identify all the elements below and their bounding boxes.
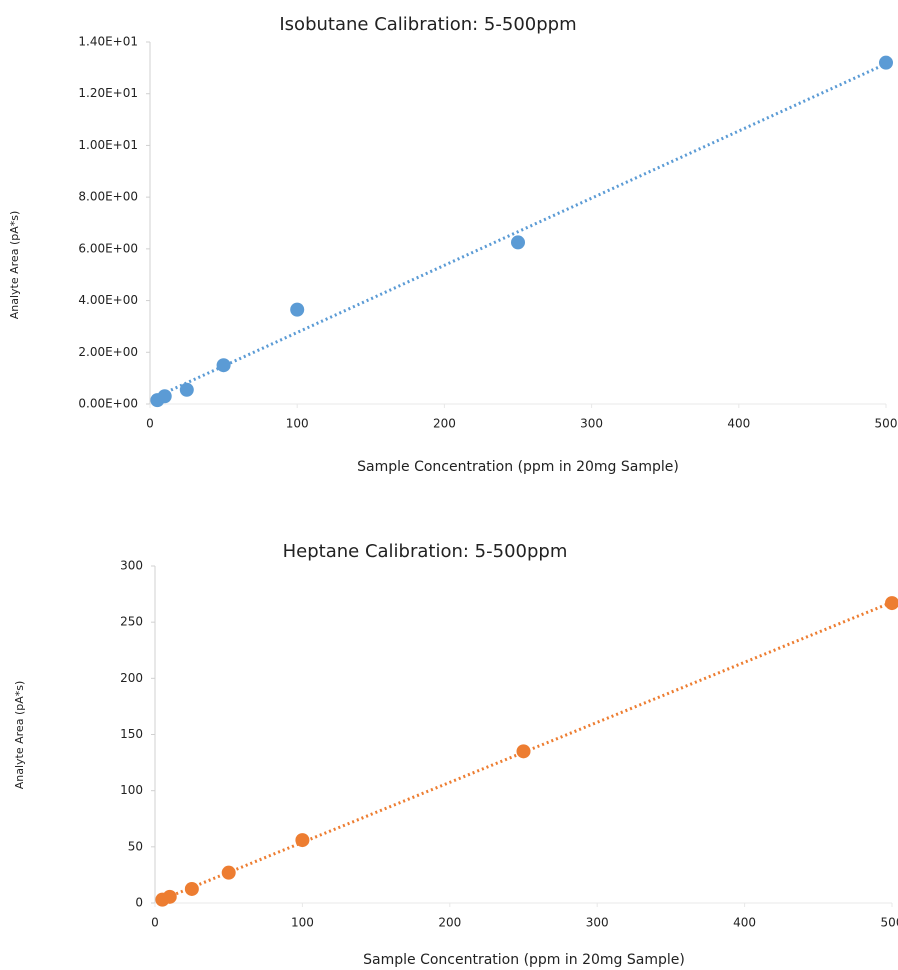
chart-title: Heptane Calibration: 5-500ppm: [283, 541, 568, 562]
x-tick-label: 400: [727, 417, 750, 431]
x-tick-label: 0: [146, 417, 154, 431]
x-tick-label: 100: [286, 417, 309, 431]
x-tick-label: 100: [291, 916, 314, 930]
chart-title: Isobutane Calibration: 5-500ppm: [279, 14, 576, 35]
point: [511, 235, 525, 250]
x-tick-label: 300: [586, 916, 609, 930]
y-tick-label: 1.00E+01: [78, 138, 138, 152]
point: [184, 881, 199, 896]
y-tick-label: 4.00E+00: [78, 293, 138, 307]
trendline: [161, 600, 893, 901]
y-tick-label: 100: [120, 783, 143, 797]
y-tick-label: 0: [135, 896, 143, 910]
y-axis-title: Analyte Area (pA*s): [8, 211, 21, 320]
point: [221, 865, 236, 880]
x-tick-label: 400: [733, 916, 756, 930]
point: [157, 389, 172, 404]
point: [885, 596, 898, 611]
x-axis-title: Sample Concentration (ppm in 20mg Sample…: [363, 952, 685, 968]
y-tick-label: 8.00E+00: [78, 190, 138, 204]
y-tick-label: 300: [120, 559, 143, 573]
x-tick-label: 500: [875, 417, 898, 431]
point: [216, 358, 231, 373]
y-tick-label: 200: [120, 671, 143, 685]
y-tick-label: 6.00E+00: [78, 241, 138, 255]
y-tick-label: 50: [128, 839, 143, 853]
point: [295, 833, 310, 848]
x-tick-label: 200: [433, 417, 456, 431]
x-tick-label: 200: [438, 916, 461, 930]
y-tick-label: 250: [120, 615, 143, 629]
point: [516, 744, 531, 759]
x-tick-label: 300: [580, 417, 603, 431]
x-axis-title: Sample Concentration (ppm in 20mg Sample…: [357, 459, 679, 475]
y-tick-label: 0.00E+00: [78, 397, 138, 411]
y-tick-label: 2.00E+00: [78, 345, 138, 359]
point: [879, 55, 893, 70]
y-axis-title: Analyte Area (pA*s): [13, 681, 26, 790]
y-tick-label: 1.40E+01: [78, 35, 138, 49]
x-tick-label: 500: [881, 916, 898, 930]
point: [162, 889, 177, 904]
x-tick-label: 0: [151, 916, 159, 930]
y-tick-label: 150: [120, 727, 143, 741]
trendline: [156, 62, 887, 398]
point: [179, 382, 194, 397]
point: [290, 302, 305, 317]
y-tick-label: 1.20E+01: [78, 86, 138, 100]
